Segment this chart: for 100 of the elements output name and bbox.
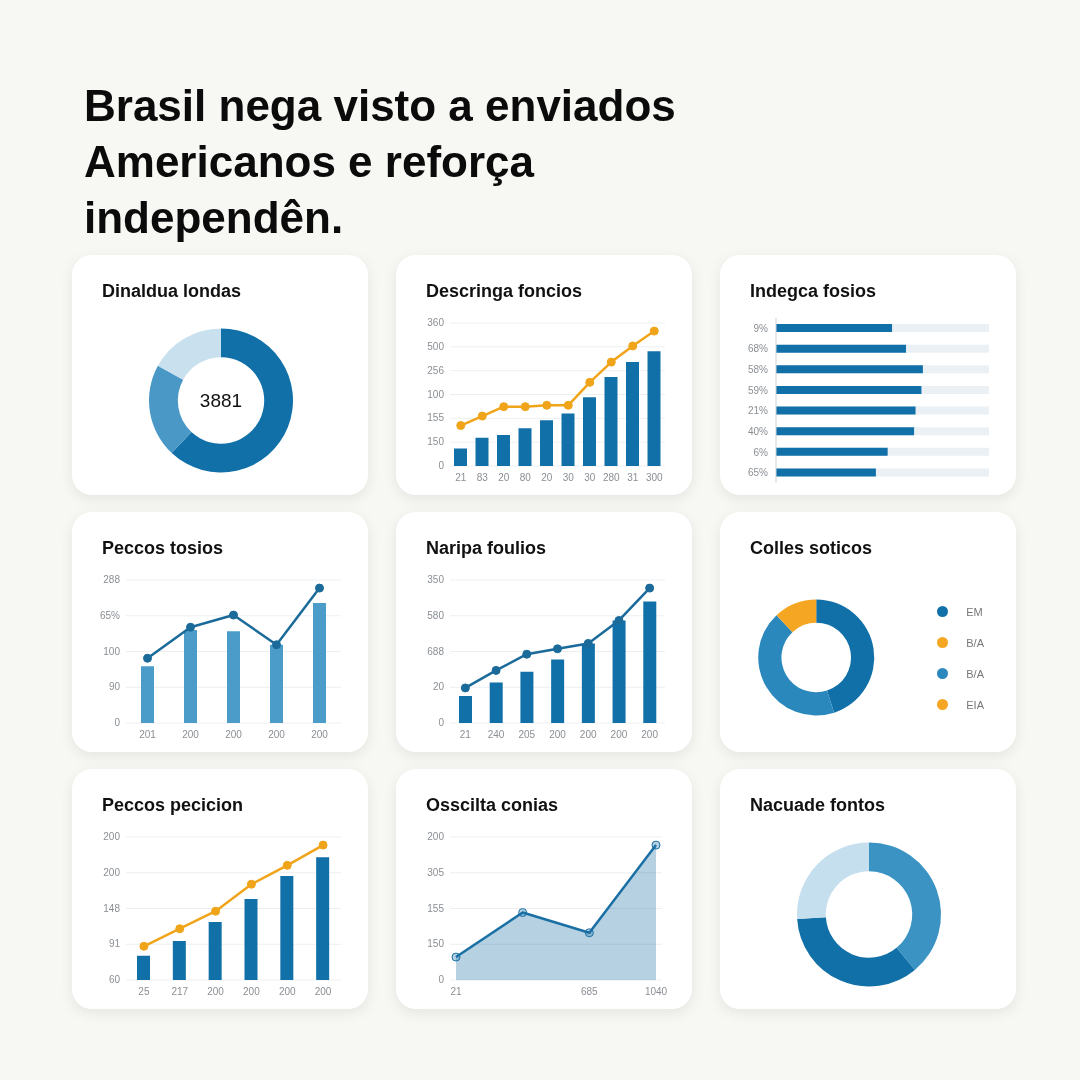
point: [460, 683, 470, 693]
text: 360: [426, 317, 444, 329]
point: [175, 924, 185, 934]
text: 0: [113, 717, 120, 729]
bar: [270, 644, 283, 723]
text: 65%: [99, 609, 120, 622]
point: [553, 644, 562, 654]
bar: [137, 955, 150, 980]
point: [139, 941, 149, 951]
donut-slice: [776, 599, 817, 633]
text: 155: [426, 902, 444, 915]
chart-title: Nacuade fontos: [750, 795, 886, 816]
point: [614, 615, 624, 625]
text: Brasil nega visto a enviados Americanos e reforça independên.: [84, 81, 676, 242]
point: [315, 583, 324, 593]
point: [272, 640, 281, 650]
x-tick-label: 201: [139, 729, 157, 741]
y-tick-label: 59%: [747, 384, 769, 396]
point: [584, 928, 594, 938]
bar: [497, 434, 510, 466]
x-tick-label: 1040: [644, 986, 668, 998]
bar: [141, 666, 154, 723]
donut-slice: [869, 842, 941, 970]
x-tick-label: 30: [584, 472, 596, 484]
bar: [583, 397, 596, 466]
chart-title: Osscilta conias: [426, 795, 559, 816]
bar: [581, 643, 595, 723]
point: [246, 879, 256, 889]
point: [456, 421, 466, 431]
text: 148: [102, 902, 120, 915]
chart-title: Peccos tosios: [102, 538, 224, 559]
point: [143, 653, 152, 663]
point: [606, 357, 616, 367]
x-tick-label: 200: [207, 986, 225, 998]
point: [628, 341, 638, 351]
bar: [475, 437, 489, 466]
point: [186, 622, 195, 632]
text: 100: [426, 388, 444, 401]
chart-title: Peccos pecicion: [102, 795, 244, 816]
x-tick-label: 80: [519, 472, 532, 484]
x-tick-label: 217: [171, 986, 189, 998]
bar: [313, 602, 326, 723]
point: [542, 400, 552, 410]
donut-slice: [797, 917, 915, 987]
x-tick-label: 20: [541, 472, 553, 484]
point: [282, 860, 292, 870]
y-tick-label: 40%: [747, 425, 769, 437]
text: 350: [426, 574, 444, 586]
text: 60: [107, 974, 120, 986]
x-tick-label: 200: [268, 729, 286, 741]
bar: [184, 629, 197, 723]
bar: [643, 601, 657, 723]
point: [499, 402, 509, 412]
x-tick-label: 200: [311, 729, 329, 741]
point: [318, 840, 328, 850]
text: 20: [431, 681, 444, 694]
text: 155: [426, 412, 444, 425]
donut-slice: [816, 599, 875, 713]
x-tick-label: 21: [459, 729, 472, 741]
bar: [172, 940, 186, 980]
bar: [489, 682, 503, 723]
bar: [280, 876, 294, 980]
bar: [518, 428, 532, 466]
x-tick-label: 200: [182, 729, 200, 741]
text: 0: [437, 460, 444, 472]
chart-title: Descringa foncios: [426, 281, 583, 302]
x-tick-label: 200: [549, 729, 567, 741]
text: 688: [426, 645, 444, 658]
bar: [540, 420, 553, 466]
point: [518, 908, 528, 918]
point: [520, 402, 530, 412]
chart-title: Indegca fosios: [750, 281, 877, 302]
bar: [454, 448, 467, 466]
x-tick-label: 200: [243, 986, 261, 998]
chart-title: Naripa foulios: [426, 538, 547, 559]
point: [651, 840, 661, 850]
y-tick-label: 58%: [747, 364, 769, 376]
x-tick-label: 240: [487, 729, 505, 741]
text: 200: [426, 831, 444, 843]
x-tick-label: 280: [602, 472, 621, 484]
x-tick-label: 200: [641, 729, 659, 741]
y-tick-label: 68%: [747, 343, 769, 355]
bar: [244, 899, 258, 980]
bar: [520, 671, 534, 723]
chart-title: Dinaldua londas: [102, 281, 242, 302]
point: [477, 411, 487, 421]
text: 288: [102, 574, 120, 586]
text: 200: [102, 866, 120, 879]
text: 150: [426, 938, 444, 951]
donut-slice: [797, 842, 869, 920]
bar: [561, 413, 575, 466]
point: [649, 326, 659, 336]
point: [229, 610, 238, 620]
bar: [227, 631, 240, 723]
bar: [316, 857, 330, 980]
x-tick-label: 200: [225, 729, 243, 741]
x-tick-label: 200: [314, 986, 332, 998]
point: [522, 649, 532, 659]
y-tick-label: 9%: [753, 322, 769, 334]
bar: [459, 696, 472, 723]
